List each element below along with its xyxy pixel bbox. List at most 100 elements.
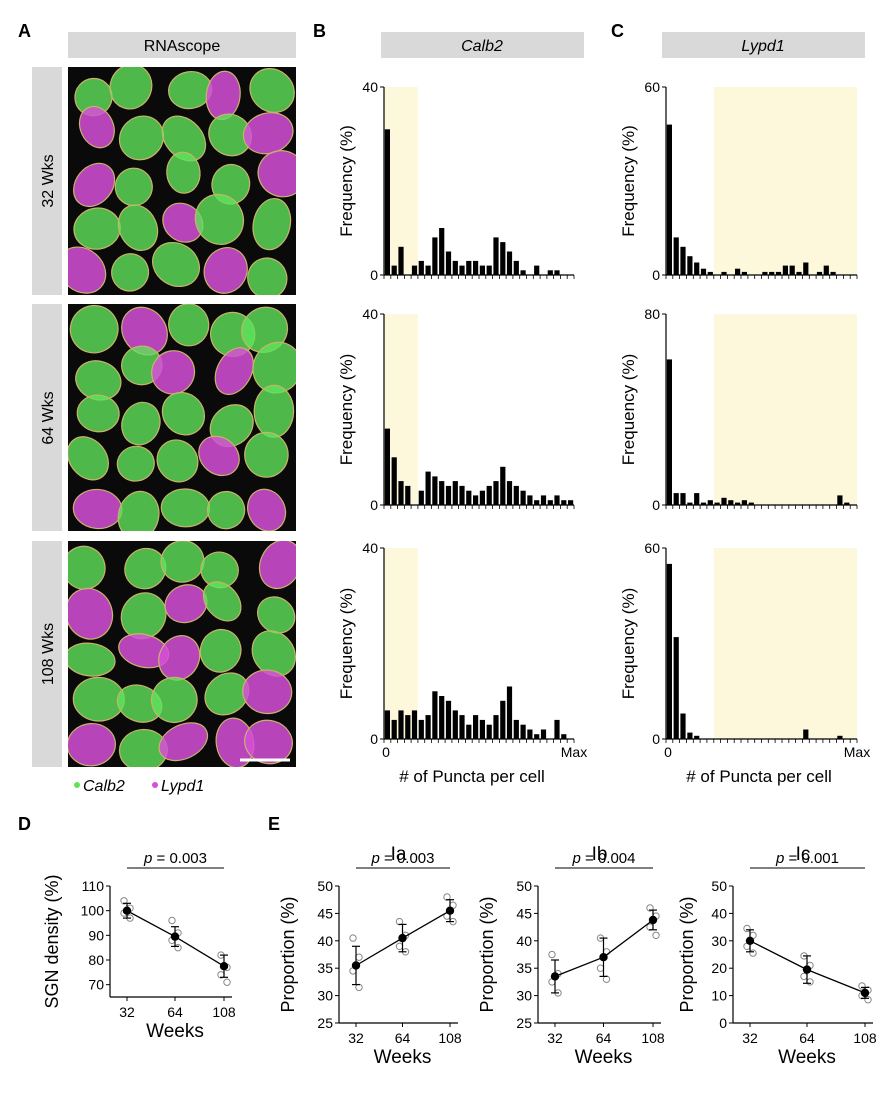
histogram-bar (439, 696, 445, 739)
histogram-bar (554, 495, 560, 505)
calb2-cell (111, 253, 150, 292)
row-label-bar-64 (32, 304, 62, 531)
y-tick-label: 40 (516, 933, 532, 949)
data-point (349, 934, 357, 942)
calb2-cell (109, 67, 153, 110)
x-tick-label: 32 (547, 1030, 563, 1046)
histogram-bar (666, 359, 672, 505)
shaded-region (713, 314, 857, 505)
x-tick-label: 64 (596, 1030, 612, 1046)
histogram-c-108: 60 0 Frequency (%) 0 Max (619, 540, 870, 760)
histogram-bar (411, 710, 418, 739)
calb2-cell (166, 151, 201, 194)
histogram-bar (391, 265, 397, 275)
y-tick-label: 45 (516, 905, 532, 921)
histogram-bar (520, 724, 526, 739)
mean-point (351, 961, 361, 970)
histogram-bar (673, 493, 679, 505)
micrograph-32-wks (68, 67, 296, 295)
lypd1-cell (203, 247, 248, 294)
histogram-bar (466, 490, 472, 505)
y-tick-label: 40 (362, 79, 378, 95)
histogram-bar (707, 500, 713, 505)
histogram-bar (520, 270, 526, 275)
histogram-bar (741, 271, 747, 275)
calb2-cell (204, 672, 250, 716)
histogram-c-64: 80 0 Frequency (%) (619, 306, 858, 513)
mean-point (802, 965, 812, 974)
data-point (652, 931, 660, 939)
calb2-legend-label: Calb2 (83, 778, 125, 795)
data-point (858, 982, 866, 990)
data-point (168, 916, 176, 925)
y-tick-label: 0 (370, 497, 378, 513)
histogram-bar (486, 265, 492, 275)
mean-point (648, 915, 658, 925)
histogram-bar (418, 490, 424, 505)
histogram-bar (728, 500, 734, 505)
histogram-bar (398, 481, 404, 505)
x-axis-label: Weeks (778, 1047, 836, 1068)
calb2-cell (152, 241, 200, 288)
histogram-bar (700, 502, 707, 505)
x-end-label: Max (844, 744, 870, 760)
lypd1-header-bar (662, 32, 865, 58)
p-value-label: p = 0.001 (775, 850, 839, 867)
calb2-cell (117, 204, 159, 251)
x-axis-label: Weeks (146, 1021, 204, 1042)
y-tick-label: 0 (652, 267, 660, 283)
shaded-region (384, 548, 418, 739)
micrograph-64-wks (68, 304, 296, 531)
histogram-bar (405, 715, 411, 739)
mean-point (122, 906, 132, 915)
y-axis-label: Proportion (%) (677, 896, 697, 1012)
histogram-bar (513, 260, 519, 275)
histogram-bar (554, 719, 560, 739)
data-point (596, 964, 605, 972)
shaded-region (713, 548, 857, 739)
histogram-bar (666, 563, 672, 739)
histogram-bar (479, 719, 485, 739)
y-tick-label: 110 (82, 878, 105, 894)
histogram-bar (506, 251, 513, 275)
histogram-bar (493, 237, 499, 275)
calb2-cell (202, 581, 242, 622)
histogram-bar (837, 495, 843, 505)
y-axis-label: Frequency (%) (619, 354, 638, 465)
p-value-label: p = 0.003 (371, 850, 435, 867)
lypd1-cell (162, 202, 204, 243)
data-point (548, 950, 556, 959)
y-tick-label: 35 (516, 960, 532, 976)
lypd1-legend-dot (152, 782, 158, 788)
y-tick-label: 100 (81, 903, 105, 919)
histogram-bar (466, 260, 472, 275)
y-tick-label: 40 (362, 306, 378, 322)
histogram-bar (520, 490, 526, 505)
lypd1-xlabel: # of Puncta per cell (686, 767, 832, 786)
histogram-bar (789, 265, 795, 275)
data-point (395, 942, 404, 950)
panel-letter-e: E (268, 814, 280, 834)
y-tick-label: 0 (370, 267, 378, 283)
x-tick-label: 32 (119, 1004, 135, 1020)
histogram-bar (666, 124, 672, 275)
histogram-bar (844, 502, 850, 505)
histogram-bar (493, 481, 499, 505)
y-tick-label: 25 (317, 1015, 333, 1031)
y-tick-label: 45 (317, 905, 333, 921)
y-tick-label: 90 (88, 927, 104, 943)
histogram-bar (762, 271, 768, 275)
panel-letter-a: A (18, 21, 31, 41)
data-point (749, 949, 757, 957)
histogram-bar (721, 497, 727, 505)
lypd1-cell (242, 669, 293, 715)
calb2-cell (68, 436, 110, 481)
y-tick-label: 0 (719, 1015, 727, 1031)
histogram-bar (432, 691, 438, 740)
histogram-b-32: 40 0 Frequency (%) (337, 79, 575, 283)
y-tick-label: 0 (370, 731, 378, 747)
histogram-bar (418, 260, 424, 275)
histogram-bar (500, 466, 506, 505)
